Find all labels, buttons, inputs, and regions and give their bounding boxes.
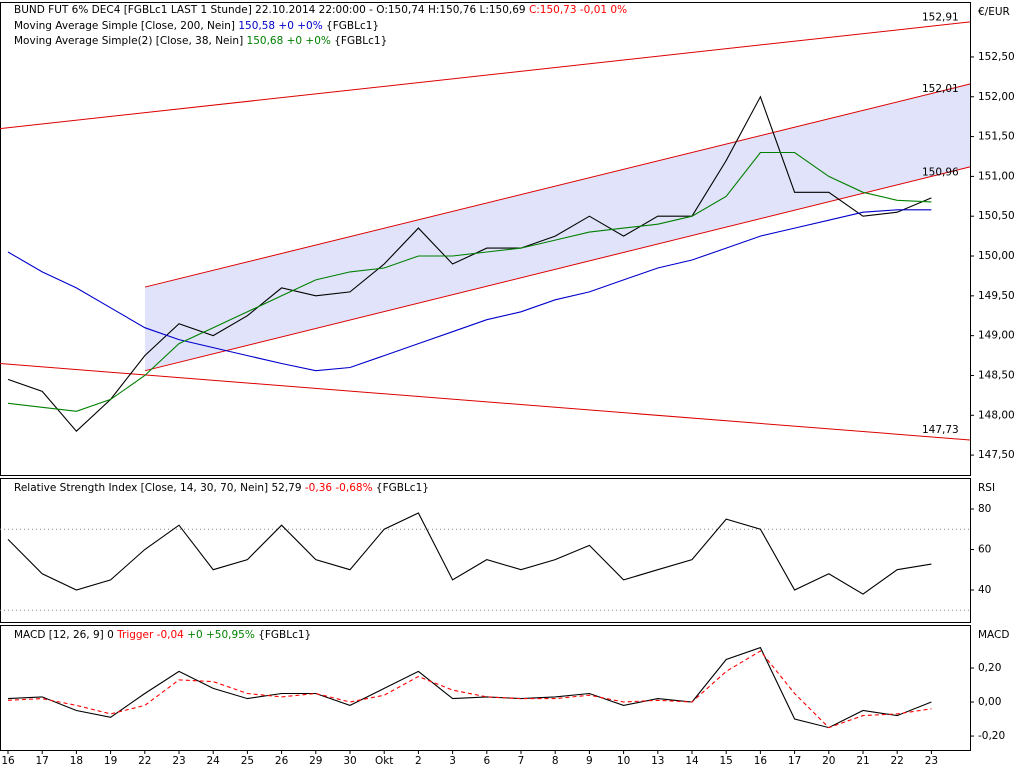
legend-label: Moving Average Simple [Close, 200, Nein]: [14, 20, 235, 32]
legend-ma38: Moving Average Simple(2) [Close, 38, Nei…: [14, 35, 387, 47]
axis-label: RSI: [978, 482, 995, 494]
trend-label: 147,73: [922, 424, 959, 436]
y-tick-label: 152,50: [978, 51, 1015, 63]
legend-source: {FGBLc1}: [258, 629, 311, 641]
trend-label: 150,96: [922, 167, 959, 179]
x-tick-label: 9: [586, 755, 593, 767]
x-tick-label: 24: [207, 755, 221, 767]
y-tick-label: 149,50: [978, 290, 1015, 302]
x-tick-label: 17: [788, 755, 801, 767]
series-line: [7, 650, 932, 729]
x-tick-label: 15: [720, 755, 733, 767]
x-tick-label: 20: [822, 755, 835, 767]
x-tick-label: Okt: [375, 755, 393, 767]
legend-ma200: Moving Average Simple [Close, 200, Nein]…: [14, 20, 379, 32]
x-tick-label: 13: [651, 755, 664, 767]
x-tick-label: 3: [449, 755, 456, 767]
legend-rsi: Relative Strength Index [Close, 14, 30, …: [14, 482, 429, 494]
y-tick-label: 151,00: [978, 170, 1015, 182]
y-tick-label: 150,50: [978, 210, 1015, 222]
y-tick-label: 148,00: [978, 409, 1015, 421]
legend-source: {FGBLc1}: [334, 35, 387, 47]
y-tick-label: 148,50: [978, 369, 1015, 381]
series-line: [7, 512, 932, 595]
trend-label: 152,91: [922, 11, 959, 23]
panel-frame: [0, 2, 971, 476]
series-line: [7, 95, 932, 432]
y-tick-label: 147,50: [978, 449, 1015, 461]
y-tick-label: 80: [978, 503, 991, 515]
x-tick-label: 2: [415, 755, 422, 767]
legend-label: Relative Strength Index [Close, 14, 30, …: [14, 482, 302, 494]
x-tick-label: 22: [138, 755, 151, 767]
y-tick-label: 149,00: [978, 330, 1015, 342]
trend-label: 152,01: [922, 83, 959, 95]
legend-value: 150,68 +0 +0%: [247, 35, 331, 47]
x-tick-label: 7: [518, 755, 525, 767]
channel-fill: [145, 84, 970, 371]
header: BUND FUT 6% DEC4 [FGBLc1 LAST 1 Stunde] …: [14, 4, 627, 16]
x-tick-label: 21: [856, 755, 869, 767]
legend-macd: MACD [12, 26, 9] 0 Trigger -0,04 +0 +50,…: [14, 629, 311, 641]
trend-line: [0, 363, 971, 441]
legend-label: MACD [12, 26, 9] 0: [14, 629, 114, 641]
x-tick-label: 8: [552, 755, 559, 767]
panel-frame: [0, 625, 971, 751]
series-line: [7, 151, 932, 412]
close: C:150,73 -0,01 0%: [529, 4, 627, 16]
x-tick-label: 6: [483, 755, 490, 767]
legend-value: 150,58 +0 +0%: [238, 20, 322, 32]
trend-line: [144, 83, 971, 288]
x-tick-label: 25: [241, 755, 254, 767]
x-tick-label: 30: [343, 755, 356, 767]
x-tick-label: 17: [36, 755, 49, 767]
symbol: BUND FUT 6% DEC4 [FGBLc1 LAST 1 Stunde] …: [14, 4, 526, 16]
legend-source: {FGBLc1}: [376, 482, 429, 494]
legend-change: +0 +50,95%: [187, 629, 255, 641]
y-tick-label: 0,20: [978, 662, 1001, 674]
axis-label: MACD: [978, 629, 1009, 641]
y-tick-label: 151,50: [978, 131, 1015, 143]
y-tick-label: -0,20: [978, 730, 1005, 742]
x-tick-label: 10: [617, 755, 630, 767]
x-tick-label: 16: [1, 755, 15, 767]
series-line: [7, 646, 932, 729]
x-tick-label: 26: [275, 755, 289, 767]
y-tick-label: 60: [978, 543, 991, 555]
legend-label: Moving Average Simple(2) [Close, 38, Nei…: [14, 35, 243, 47]
currency: €/EUR: [978, 6, 1010, 18]
legend-value: Trigger -0,04: [116, 629, 184, 641]
x-tick-label: 23: [925, 755, 938, 767]
y-tick-label: 152,00: [978, 91, 1015, 103]
legend-source: {FGBLc1}: [326, 20, 379, 32]
series-line: [7, 209, 932, 372]
x-tick-label: 23: [172, 755, 185, 767]
y-tick-label: 150,00: [978, 250, 1015, 262]
x-tick-label: 16: [754, 755, 768, 767]
legend-value: -0,36 -0,68%: [305, 482, 373, 494]
x-tick-label: 18: [70, 755, 83, 767]
x-tick-label: 14: [685, 755, 699, 767]
x-tick-label: 22: [891, 755, 904, 767]
panel-frame: [0, 478, 971, 623]
trend-line: [0, 21, 971, 130]
x-tick-label: 19: [104, 755, 117, 767]
trend-line: [144, 166, 971, 372]
y-tick-label: 0,00: [978, 696, 1001, 708]
y-tick-label: 40: [978, 584, 991, 596]
x-tick-label: 29: [309, 755, 322, 767]
